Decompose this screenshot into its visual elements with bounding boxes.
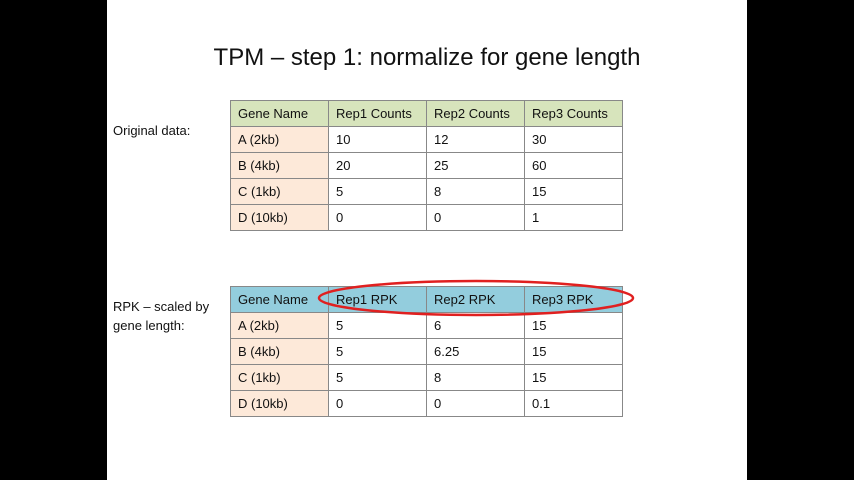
table-cell: 0 — [426, 204, 525, 231]
column-header: Rep3 Counts — [524, 100, 623, 127]
table-cell: 5 — [328, 312, 427, 339]
table-cell: 30 — [524, 126, 623, 153]
table-cell: 15 — [524, 178, 623, 205]
table-row: B (4kb) 5 6.25 15 — [230, 338, 623, 365]
table-row: B (4kb) 20 25 60 — [230, 152, 623, 179]
table-cell: 0.1 — [524, 390, 623, 417]
column-header: Rep1 Counts — [328, 100, 427, 127]
table-row: D (10kb) 0 0 0.1 — [230, 390, 623, 417]
gene-name-cell: D (10kb) — [230, 204, 329, 231]
table-cell: 6.25 — [426, 338, 525, 365]
table-cell: 15 — [524, 364, 623, 391]
table-header-row: Gene Name Rep1 Counts Rep2 Counts Rep3 C… — [230, 100, 623, 127]
table-row: A (2kb) 5 6 15 — [230, 312, 623, 339]
table-row: C (1kb) 5 8 15 — [230, 178, 623, 205]
slide-title: TPM – step 1: normalize for gene length — [213, 44, 641, 71]
rpk-label-line-1: RPK – scaled by — [113, 299, 210, 314]
table-cell: 1 — [524, 204, 623, 231]
rpk-table: Gene Name Rep1 RPK Rep2 RPK Rep3 RPK A (… — [230, 286, 623, 417]
table-cell: 0 — [328, 390, 427, 417]
original-data-table: Gene Name Rep1 Counts Rep2 Counts Rep3 C… — [230, 100, 623, 231]
gene-name-cell: D (10kb) — [230, 390, 329, 417]
table-cell: 12 — [426, 126, 525, 153]
column-header: Rep1 RPK — [328, 286, 427, 313]
table-cell: 6 — [426, 312, 525, 339]
table-cell: 0 — [426, 390, 525, 417]
table-cell: 8 — [426, 178, 525, 205]
table-cell: 60 — [524, 152, 623, 179]
table-row: D (10kb) 0 0 1 — [230, 204, 623, 231]
table-cell: 5 — [328, 364, 427, 391]
column-header: Rep2 Counts — [426, 100, 525, 127]
table-cell: 5 — [328, 178, 427, 205]
table-cell: 15 — [524, 338, 623, 365]
gene-name-cell: A (2kb) — [230, 126, 329, 153]
gene-name-cell: B (4kb) — [230, 338, 329, 365]
table-cell: 0 — [328, 204, 427, 231]
rpk-label: RPK – scaled by gene length: — [113, 297, 209, 335]
column-header: Rep3 RPK — [524, 286, 623, 313]
column-header: Gene Name — [230, 100, 329, 127]
column-header: Rep2 RPK — [426, 286, 525, 313]
table-cell: 20 — [328, 152, 427, 179]
table-header-row: Gene Name Rep1 RPK Rep2 RPK Rep3 RPK — [230, 286, 623, 313]
gene-name-cell: C (1kb) — [230, 178, 329, 205]
gene-name-cell: A (2kb) — [230, 312, 329, 339]
table-row: A (2kb) 10 12 30 — [230, 126, 623, 153]
gene-name-cell: C (1kb) — [230, 364, 329, 391]
table-cell: 15 — [524, 312, 623, 339]
table-cell: 8 — [426, 364, 525, 391]
table-cell: 10 — [328, 126, 427, 153]
table-cell: 5 — [328, 338, 427, 365]
slide: TPM – step 1: normalize for gene length … — [107, 0, 747, 480]
rpk-label-line-2: gene length: — [113, 318, 185, 333]
table-cell: 25 — [426, 152, 525, 179]
gene-name-cell: B (4kb) — [230, 152, 329, 179]
table-row: C (1kb) 5 8 15 — [230, 364, 623, 391]
original-data-label: Original data: — [113, 123, 191, 138]
column-header: Gene Name — [230, 286, 329, 313]
